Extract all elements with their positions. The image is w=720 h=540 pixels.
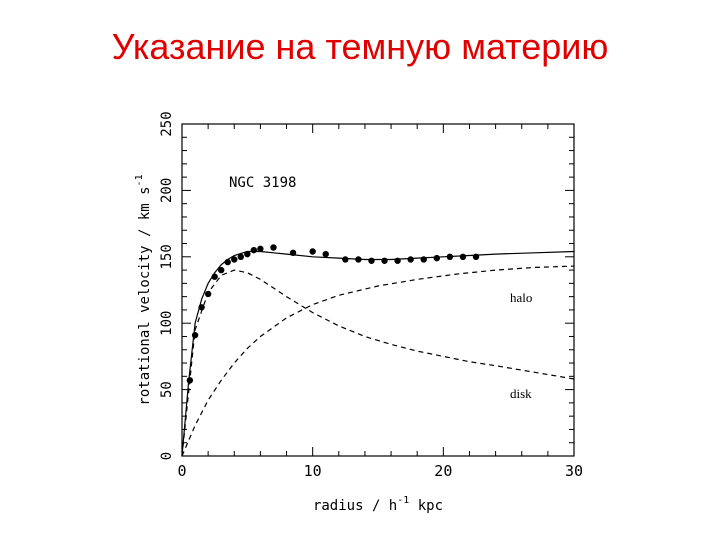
- series-line-total: [181, 250, 575, 457]
- y-tick-label: 50: [159, 381, 175, 398]
- galaxy-annotation: NGC 3198: [229, 175, 296, 191]
- tick-marks: [181, 123, 575, 457]
- data-point: [204, 290, 212, 298]
- x-tick-label: 30: [565, 462, 583, 480]
- y-axis-label-main: rotational velocity / km s: [137, 186, 153, 405]
- series-label-disk: disk: [510, 386, 532, 401]
- x-axis-label-unit: kpc: [418, 498, 443, 514]
- y-tick-label: 200: [159, 178, 175, 203]
- data-point: [459, 253, 467, 260]
- data-point: [472, 253, 480, 260]
- y-tick-label: 0: [159, 452, 175, 460]
- data-point: [368, 257, 375, 264]
- series-line-halo: [181, 265, 575, 457]
- data-point: [250, 246, 258, 254]
- data-point: [322, 250, 329, 258]
- y-tick-label: 250: [159, 111, 175, 136]
- data-point: [270, 244, 277, 251]
- data-point: [211, 273, 218, 280]
- plot-frame: [181, 123, 575, 457]
- x-tick-label: 0: [177, 462, 186, 480]
- x-axis-label-sup: -1: [397, 495, 409, 506]
- data-point: [420, 256, 427, 263]
- x-tick-label: 10: [304, 462, 322, 480]
- data-point: [231, 256, 238, 263]
- data-point: [309, 248, 316, 255]
- x-axis-label-space: [409, 498, 417, 514]
- slide-title: Указание на темную материю: [111, 26, 609, 67]
- data-point: [355, 256, 362, 263]
- y-axis-label-sup: -1: [134, 174, 145, 186]
- data-point: [244, 250, 251, 258]
- data-point: [394, 257, 401, 264]
- x-tick-label: 20: [434, 462, 452, 480]
- data-points: [186, 244, 480, 384]
- data-point: [342, 256, 349, 263]
- y-tick-labels: 0 50 100 150 200 250: [159, 111, 175, 460]
- data-point: [381, 257, 388, 264]
- y-axis-label: rotational velocity / km s-1: [134, 174, 153, 405]
- series-label-halo: halo: [510, 290, 532, 305]
- data-point: [257, 245, 264, 253]
- data-point: [224, 258, 231, 266]
- data-point: [407, 256, 414, 263]
- series-line-disk: [181, 269, 575, 457]
- y-tick-label: 150: [159, 244, 175, 269]
- data-point: [446, 253, 454, 260]
- data-point: [218, 266, 225, 274]
- data-point: [237, 253, 244, 260]
- x-axis-label-main: radius / h: [313, 498, 397, 514]
- data-point: [433, 254, 440, 262]
- data-point: [289, 249, 297, 257]
- data-point: [191, 331, 199, 339]
- data-point: [198, 304, 205, 311]
- curves: [181, 250, 575, 457]
- y-tick-label: 100: [159, 311, 175, 336]
- x-axis-label: radius / h-1 kpc: [313, 495, 443, 514]
- x-tick-labels: 0 10 20 30: [177, 462, 583, 480]
- data-point: [186, 377, 194, 384]
